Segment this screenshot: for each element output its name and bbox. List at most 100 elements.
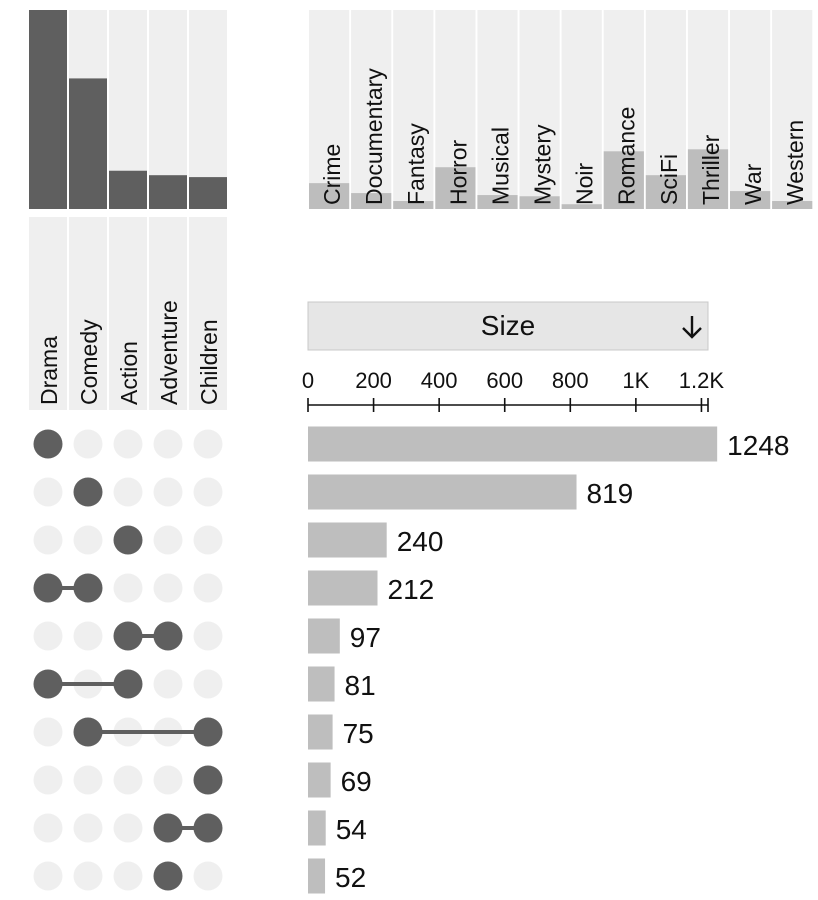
arrow-down-icon (682, 316, 702, 339)
matrix-dot-empty (153, 429, 183, 459)
intersection-value-label: 212 (388, 574, 435, 605)
matrix-dot-children (193, 717, 223, 747)
set-label-drama: Drama (36, 336, 62, 405)
matrix-dot-empty (73, 861, 103, 891)
set-label-adventure: Adventure (156, 300, 182, 405)
set-label-action: Action (116, 341, 142, 405)
other-set-bar-scifi[interactable] (645, 175, 686, 209)
intersection-value-label: 54 (336, 814, 367, 845)
matrix-dot-empty (153, 573, 183, 603)
x-tick-label: 0 (302, 368, 314, 393)
matrix-dot-empty (113, 477, 143, 507)
other-set-label-mystery: Mystery (530, 124, 556, 205)
intersection-value-label: 75 (343, 718, 374, 749)
matrix-dot-empty (193, 429, 223, 459)
other-set-bar-crime[interactable] (309, 183, 350, 209)
matrix-dot-empty (33, 477, 63, 507)
other-set-background (730, 10, 771, 209)
set-size-bar-children[interactable] (189, 177, 227, 209)
intersection-bar[interactable] (308, 810, 326, 846)
matrix-dot-empty (193, 669, 223, 699)
sort-by-size-button[interactable]: Size (307, 301, 709, 351)
matrix-dot-comedy (73, 573, 103, 603)
matrix-dot-empty (153, 765, 183, 795)
set-bar-background (189, 10, 227, 209)
set-label-background (29, 217, 67, 410)
set-size-bar-comedy[interactable] (69, 78, 107, 209)
other-set-bar-war[interactable] (730, 191, 771, 209)
matrix-dot-empty (153, 477, 183, 507)
matrix-dot-drama (33, 669, 63, 699)
set-label-children: Children (196, 319, 222, 405)
intersection-bar[interactable] (308, 714, 333, 750)
x-tick-label: 400 (421, 368, 458, 393)
matrix-dot-empty (73, 621, 103, 651)
other-set-label-noir: Noir (572, 162, 598, 205)
other-set-label-crime: Crime (319, 144, 345, 205)
other-set-label-documentary: Documentary (361, 68, 387, 205)
set-labels: Drama Comedy Action Adventure Children (29, 217, 227, 410)
intersection-value-label: 1248 (727, 430, 789, 461)
set-size-bars (29, 10, 227, 209)
set-size-bar-drama[interactable] (29, 10, 67, 209)
sort-button-background (307, 301, 709, 351)
intersection-bar[interactable] (308, 618, 340, 654)
other-set-bar-horror[interactable] (435, 167, 476, 209)
other-set-background (393, 10, 434, 209)
other-set-bar-romance[interactable] (603, 151, 644, 209)
intersection-value-label: 97 (350, 622, 381, 653)
intersection-bar[interactable] (308, 666, 335, 702)
intersection-bar[interactable] (308, 522, 387, 558)
other-set-bar-documentary[interactable] (351, 193, 392, 209)
other-set-label-romance: Romance (614, 107, 640, 205)
intersection-bar[interactable] (308, 570, 378, 606)
set-label-background (109, 217, 147, 410)
other-set-label-fantasy: Fantasy (403, 123, 429, 205)
matrix-dot-empty (193, 525, 223, 555)
matrix-dot-empty (193, 861, 223, 891)
intersection-bar[interactable] (308, 762, 331, 798)
other-set-bar-mystery[interactable] (519, 196, 560, 209)
matrix-dot-empty (193, 621, 223, 651)
matrix-dot-empty (73, 429, 103, 459)
sort-button-label: Size (481, 310, 535, 341)
set-label-background (189, 217, 227, 410)
other-set-label-scifi: SciFi (656, 154, 682, 205)
other-set-bar-fantasy[interactable] (393, 201, 434, 209)
other-set-label-horror: Horror (445, 139, 471, 205)
x-tick-label: 600 (486, 368, 523, 393)
intersection-bar[interactable] (308, 474, 577, 510)
other-set-bar-western[interactable] (772, 201, 813, 209)
set-size-bar-adventure[interactable] (149, 175, 187, 209)
set-label-background (69, 217, 107, 410)
matrix-dot-empty (33, 717, 63, 747)
x-tick-label: 800 (552, 368, 589, 393)
x-tick-label: 200 (355, 368, 392, 393)
other-set-label-western: Western (782, 120, 808, 205)
other-set-bar-noir[interactable] (561, 204, 602, 209)
other-set-bar-musical[interactable] (477, 195, 518, 209)
other-set-bar-thriller[interactable] (687, 149, 729, 209)
matrix-dot-drama (33, 429, 63, 459)
other-set-background (772, 10, 813, 209)
intersection-bar[interactable] (308, 858, 326, 894)
matrix-dot-empty (153, 525, 183, 555)
matrix-dot-adventure (153, 621, 183, 651)
set-size-bar-action[interactable] (109, 170, 147, 209)
other-set-background (477, 10, 518, 209)
matrix-dot-children (193, 813, 223, 843)
matrix-dot-drama (33, 573, 63, 603)
intersection-bar[interactable] (308, 426, 718, 462)
intersection-value-label: 81 (345, 670, 376, 701)
matrix-dot-empty (73, 813, 103, 843)
matrix-dot-empty (73, 525, 103, 555)
matrix-dot-empty (113, 861, 143, 891)
matrix-dot-adventure (153, 861, 183, 891)
other-set-background (561, 10, 602, 209)
intersection-value-label: 69 (341, 766, 372, 797)
matrix-dot-empty (73, 765, 103, 795)
intersection-value-label: 819 (587, 478, 634, 509)
matrix-dot-empty (193, 573, 223, 603)
